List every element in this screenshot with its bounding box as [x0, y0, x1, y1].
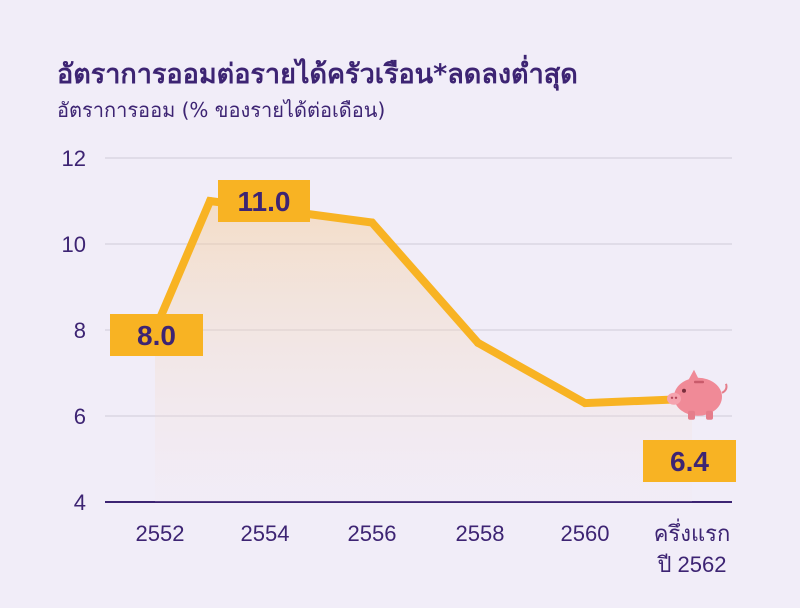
data-point [474, 338, 482, 347]
x-tick-label: 2558 [456, 521, 505, 546]
data-point [206, 197, 214, 205]
y-tick-label: 8 [74, 318, 86, 343]
chart-subtitle: อัตราการออม (% ของรายได้ต่อเดือน) [57, 98, 386, 122]
chart-title: อัตราการออมต่อรายได้ครัวเรือน*ลดลงต่ำสุด [57, 59, 578, 90]
area-fill [155, 201, 692, 502]
x-tick-label: 2556 [348, 521, 397, 546]
x-tick-label: ครึ่งแรก [654, 518, 731, 546]
y-tick-label: 6 [74, 404, 86, 429]
data-label-box [218, 180, 310, 222]
y-tick-label: 12 [62, 146, 86, 171]
series-line [151, 196, 693, 408]
data-label-box [643, 440, 736, 482]
piggy-bank-icon [667, 369, 728, 420]
x-tick-label: 2552 [136, 521, 185, 546]
y-tick-label: 10 [62, 232, 86, 257]
data-label: 8.0 [137, 320, 176, 351]
data-label: 11.0 [238, 186, 291, 217]
x-tick-label: 2560 [561, 521, 610, 546]
data-point [368, 218, 376, 227]
data-point [581, 399, 589, 408]
x-tick-label: ปี 2562 [656, 552, 726, 577]
x-tick-label: 2554 [241, 521, 290, 546]
y-tick-label: 4 [74, 490, 86, 515]
data-label: 6.4 [670, 446, 709, 477]
data-label-box [110, 314, 203, 356]
